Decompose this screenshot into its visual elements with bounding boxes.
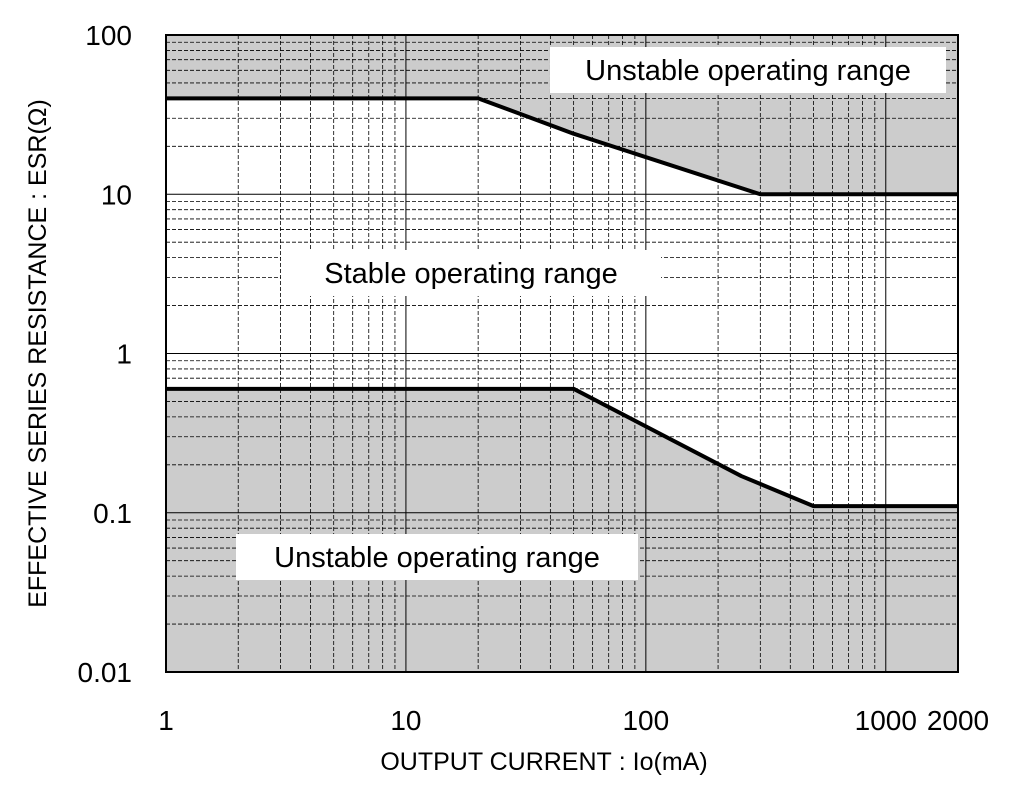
region-labels: Unstable operating range Stable operating… bbox=[236, 47, 946, 580]
x-tick-label: 1 bbox=[158, 705, 174, 736]
y-tick-label: 0.01 bbox=[78, 657, 133, 688]
plot-frame bbox=[165, 34, 959, 673]
x-tick-label: 2000 bbox=[927, 705, 989, 736]
region-label-unstable-lower: Unstable operating range bbox=[274, 542, 600, 574]
upper-boundary-curve bbox=[166, 96, 958, 197]
x-tick-labels: 1 10 100 1000 2000 bbox=[158, 705, 989, 736]
x-tick-label: 100 bbox=[622, 705, 669, 736]
x-axis-title: OUTPUT CURRENT : Io(mA) bbox=[380, 748, 707, 776]
region-label-unstable-lower-box bbox=[236, 534, 638, 580]
y-axis-title: EFFECTIVE SERIES RESISTANCE : ESR(Ω) bbox=[24, 99, 52, 608]
y-tick-label: 10 bbox=[101, 179, 132, 210]
y-tick-label: 0.1 bbox=[93, 498, 132, 529]
y-tick-label: 1 bbox=[116, 339, 132, 370]
region-label-unstable-upper-box bbox=[550, 47, 946, 93]
region-label-stable-box bbox=[281, 250, 661, 296]
lower-boundary-curve bbox=[166, 386, 958, 509]
boundary-curves bbox=[166, 96, 958, 509]
y-tick-label: 100 bbox=[85, 20, 132, 51]
y-tick-labels: 100 10 1 0.1 0.01 bbox=[78, 20, 133, 688]
x-tick-label: 1000 bbox=[855, 705, 917, 736]
region-label-unstable-upper: Unstable operating range bbox=[585, 55, 911, 87]
region-label-stable: Stable operating range bbox=[324, 258, 617, 290]
x-tick-label: 10 bbox=[390, 705, 421, 736]
